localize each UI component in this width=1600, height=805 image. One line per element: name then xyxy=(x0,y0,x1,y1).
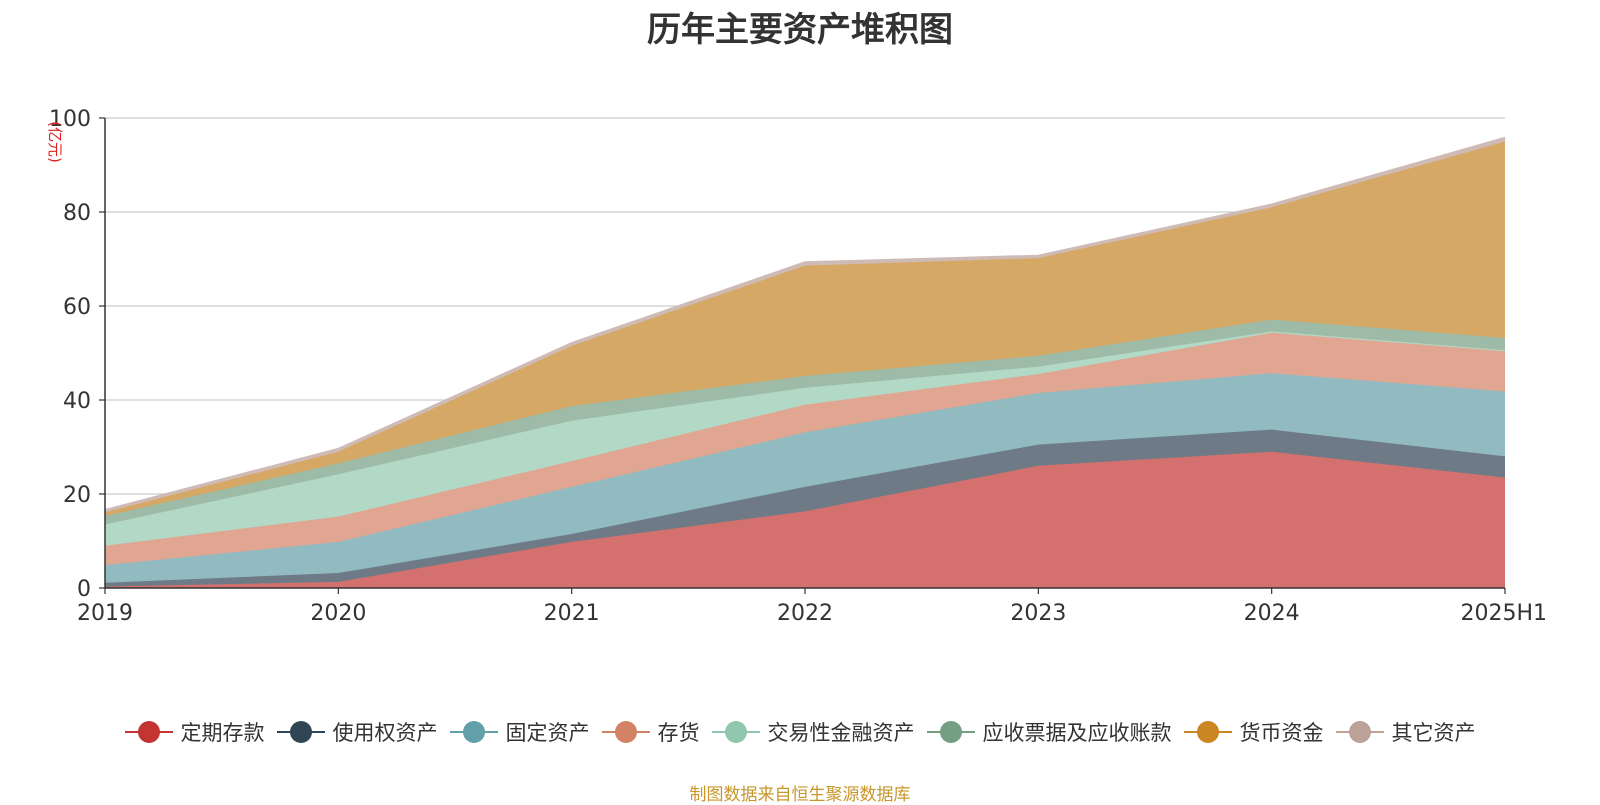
chart-title: 历年主要资产堆积图 xyxy=(647,10,953,50)
legend-marker-icon xyxy=(1335,721,1384,743)
y-tick-label: 0 xyxy=(77,577,91,602)
x-tick-label: 2024 xyxy=(1244,601,1300,626)
area-series-4 xyxy=(105,331,1505,546)
legend-item-6[interactable]: 货币资金 xyxy=(1183,717,1324,747)
legend-marker-icon xyxy=(926,721,975,743)
source-note: 制图数据来自恒生聚源数据库 xyxy=(689,785,911,805)
area-series-7 xyxy=(105,137,1505,513)
legend-marker-icon xyxy=(124,721,173,743)
legend-item-2[interactable]: 固定资产 xyxy=(449,717,590,747)
x-tick-label: 2025H1 xyxy=(1460,601,1547,626)
legend-label: 固定资产 xyxy=(505,721,590,745)
legend-item-0[interactable]: 定期存款 xyxy=(124,717,265,747)
legend-item-5[interactable]: 应收票据及应收账款 xyxy=(926,717,1172,747)
x-tick-label: 2019 xyxy=(77,601,133,626)
y-tick-label: 100 xyxy=(49,107,91,132)
legend-label: 定期存款 xyxy=(180,721,265,745)
y-tick-label: 80 xyxy=(63,201,91,226)
y-tick-label: 20 xyxy=(63,483,91,508)
area-edge-7 xyxy=(104,136,1506,511)
axes: 0 20 40 60 80 100 2019 2020 2021 2022 2023 2024 2025… xyxy=(49,107,1547,626)
y-tick-label: 60 xyxy=(63,295,91,320)
legend-label: 其它资产 xyxy=(1391,721,1476,745)
legend-marker-icon xyxy=(1183,721,1232,743)
area-series-6 xyxy=(105,141,1505,517)
legend-label: 货币资金 xyxy=(1239,721,1324,745)
x-tick-label: 2021 xyxy=(544,601,600,626)
x-tick-label: 2023 xyxy=(1010,601,1066,626)
legend-item-3[interactable]: 存货 xyxy=(601,717,700,747)
legend-marker-icon xyxy=(711,721,760,743)
legend: 定期存款 使用权资产 固定资产 存货 交易性金融资产 应收票据及应收账款 货币资金 其它资产 xyxy=(0,712,1600,752)
legend-label: 使用权资产 xyxy=(332,721,438,745)
y-tick-label: 40 xyxy=(63,389,91,414)
legend-item-4[interactable]: 交易性金融资产 xyxy=(711,717,915,747)
area-series-1 xyxy=(105,429,1505,587)
legend-marker-icon xyxy=(276,721,325,743)
area-series-3 xyxy=(105,332,1505,565)
area-series-layer xyxy=(104,136,1506,588)
legend-item-1[interactable]: 使用权资产 xyxy=(276,717,438,747)
legend-marker-icon xyxy=(449,721,498,743)
legend-label: 交易性金融资产 xyxy=(767,721,915,745)
legend-marker-icon xyxy=(601,721,650,743)
x-tick-label: 2022 xyxy=(777,601,833,626)
area-series-2 xyxy=(105,373,1505,583)
legend-label: 存货 xyxy=(657,721,700,745)
legend-label: 应收票据及应收账款 xyxy=(982,721,1172,745)
area-series-0 xyxy=(105,451,1505,588)
x-tick-label: 2020 xyxy=(310,601,366,626)
legend-item-7[interactable]: 其它资产 xyxy=(1335,717,1476,747)
y-axis-unit-label: (亿元) xyxy=(46,121,64,163)
